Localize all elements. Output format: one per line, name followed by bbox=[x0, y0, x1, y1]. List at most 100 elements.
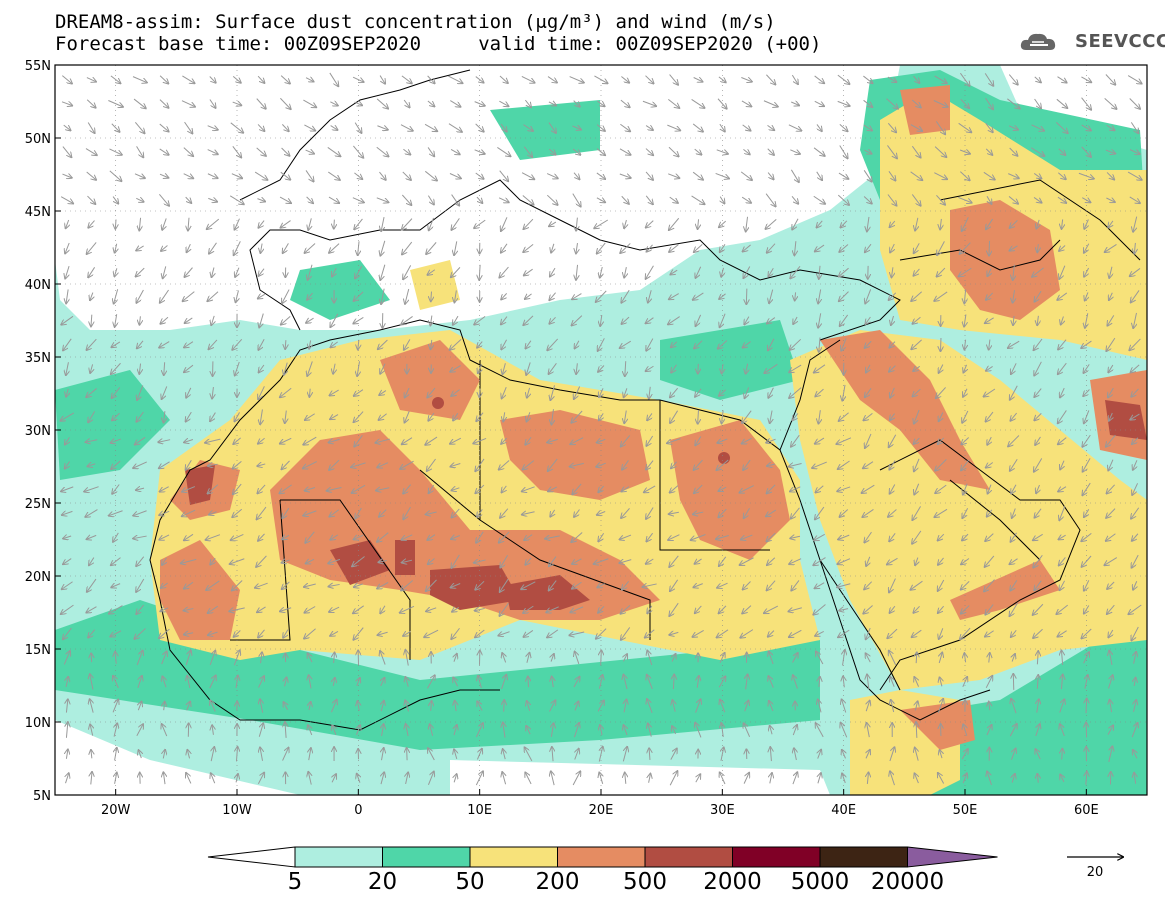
wind-arrow-icon bbox=[284, 362, 287, 375]
wind-arrow-icon bbox=[695, 266, 702, 278]
wind-arrow-icon bbox=[451, 488, 460, 491]
wind-arrow-icon bbox=[427, 534, 436, 540]
wind-arrow-icon bbox=[767, 172, 773, 180]
wind-arrow-icon bbox=[212, 267, 214, 277]
wind-arrow-icon bbox=[524, 268, 533, 275]
wind-arrow-icon bbox=[911, 99, 921, 107]
wind-arrow-icon bbox=[282, 535, 290, 539]
wind-arrow-icon bbox=[525, 340, 532, 349]
wind-arrow-icon bbox=[260, 243, 262, 253]
wind-arrow-icon bbox=[309, 340, 311, 348]
wind-arrow-icon bbox=[330, 534, 339, 540]
wind-arrow-icon bbox=[791, 580, 800, 590]
wind-arrow-icon bbox=[91, 314, 92, 327]
wind-arrow-icon bbox=[334, 219, 335, 229]
wind-arrow-icon bbox=[741, 77, 751, 81]
wind-arrow-icon bbox=[694, 244, 703, 252]
wind-arrow-icon bbox=[839, 412, 849, 421]
wind-arrow-icon bbox=[185, 317, 193, 323]
wind-arrow-icon bbox=[305, 488, 316, 491]
wind-arrow-icon bbox=[210, 412, 216, 422]
wind-arrow-icon bbox=[453, 315, 459, 325]
wind-arrow-icon bbox=[788, 124, 802, 131]
wind-arrow-icon bbox=[698, 363, 699, 374]
wind-arrow-icon bbox=[964, 314, 966, 326]
wind-arrow-icon bbox=[451, 554, 460, 568]
wind-arrow-icon bbox=[624, 219, 626, 228]
wind-arrow-icon bbox=[379, 509, 387, 517]
colorbar-segment bbox=[732, 846, 821, 868]
wind-arrow-icon bbox=[647, 413, 652, 420]
wind-arrow-icon bbox=[281, 124, 288, 131]
wind-arrow-icon bbox=[864, 150, 871, 154]
wind-arrow-icon bbox=[695, 559, 702, 564]
wind-arrow-icon bbox=[718, 487, 727, 491]
wind-arrow-icon bbox=[789, 364, 802, 372]
wind-arrow-icon bbox=[66, 388, 68, 397]
wind-arrow-icon bbox=[963, 483, 968, 495]
wind-arrow-icon bbox=[1108, 220, 1113, 228]
wind-arrow-icon bbox=[983, 171, 995, 179]
wind-arrow-icon bbox=[209, 512, 217, 515]
wind-arrow-icon bbox=[308, 264, 313, 280]
wind-arrow-icon bbox=[161, 245, 168, 251]
wind-arrow-icon bbox=[916, 652, 917, 664]
colorbar-threshold-label: 20 bbox=[368, 869, 397, 895]
wind-arrow-icon bbox=[62, 75, 72, 84]
wind-arrow-icon bbox=[624, 267, 626, 277]
wind-arrow-icon bbox=[328, 171, 339, 180]
wind-arrow-icon bbox=[400, 124, 413, 131]
wind-arrow-icon bbox=[1056, 122, 1067, 133]
wind-arrow-icon bbox=[431, 291, 432, 302]
wind-arrow-icon bbox=[159, 148, 169, 155]
wind-arrow-icon bbox=[743, 581, 751, 590]
wind-arrow-icon bbox=[937, 267, 946, 277]
wind-arrow-icon bbox=[1030, 147, 1044, 156]
wind-arrow-icon bbox=[622, 460, 629, 469]
wind-arrow-icon bbox=[1037, 315, 1038, 325]
wind-arrow-icon bbox=[1078, 172, 1094, 178]
wind-arrow-icon bbox=[719, 556, 727, 566]
wind-arrow-icon bbox=[1008, 126, 1018, 130]
wind-arrow-icon bbox=[1132, 483, 1139, 495]
wind-arrow-icon bbox=[329, 509, 340, 517]
wind-arrow-icon bbox=[569, 76, 584, 83]
wind-arrow-icon bbox=[305, 150, 314, 154]
wind-arrow-icon bbox=[424, 170, 437, 180]
wind-arrow-icon bbox=[789, 387, 802, 398]
wind-arrow-icon bbox=[620, 99, 630, 107]
wind-arrow-icon bbox=[741, 196, 751, 203]
wind-arrow-icon bbox=[670, 270, 678, 274]
wind-arrow-icon bbox=[474, 219, 486, 228]
wind-arrow-icon bbox=[694, 459, 703, 470]
wind-arrow-icon bbox=[451, 194, 460, 206]
wind-arrow-icon bbox=[815, 388, 824, 396]
wind-arrow-icon bbox=[159, 534, 170, 540]
wind-arrow-icon bbox=[601, 650, 602, 666]
wind-arrow-icon bbox=[184, 267, 193, 277]
wind-arrow-icon bbox=[332, 267, 336, 276]
wind-arrow-icon bbox=[985, 317, 994, 323]
wind-arrow-icon bbox=[959, 150, 970, 154]
wind-arrow-icon bbox=[87, 195, 95, 204]
wind-arrow-icon bbox=[1106, 533, 1116, 541]
wind-arrow-icon bbox=[136, 578, 145, 592]
wind-arrow-icon bbox=[863, 461, 874, 469]
wind-arrow-icon bbox=[964, 289, 965, 303]
wind-arrow-icon bbox=[260, 409, 262, 424]
wind-arrow-icon bbox=[939, 412, 943, 421]
wind-arrow-icon bbox=[621, 435, 631, 446]
wind-arrow-icon bbox=[646, 220, 654, 228]
wind-arrow-icon bbox=[115, 314, 117, 327]
wind-arrow-icon bbox=[863, 196, 872, 204]
wind-arrow-icon bbox=[525, 436, 532, 444]
wind-arrow-icon bbox=[570, 463, 584, 466]
wind-arrow-icon bbox=[475, 484, 485, 493]
wind-arrow-icon bbox=[236, 290, 239, 303]
wind-arrow-icon bbox=[303, 510, 317, 516]
wind-arrow-icon bbox=[692, 171, 703, 180]
lat-tick-label: 30N bbox=[25, 424, 51, 439]
wind-arrow-icon bbox=[329, 459, 340, 470]
wind-arrow-icon bbox=[986, 462, 994, 467]
wind-arrow-icon bbox=[282, 460, 290, 469]
